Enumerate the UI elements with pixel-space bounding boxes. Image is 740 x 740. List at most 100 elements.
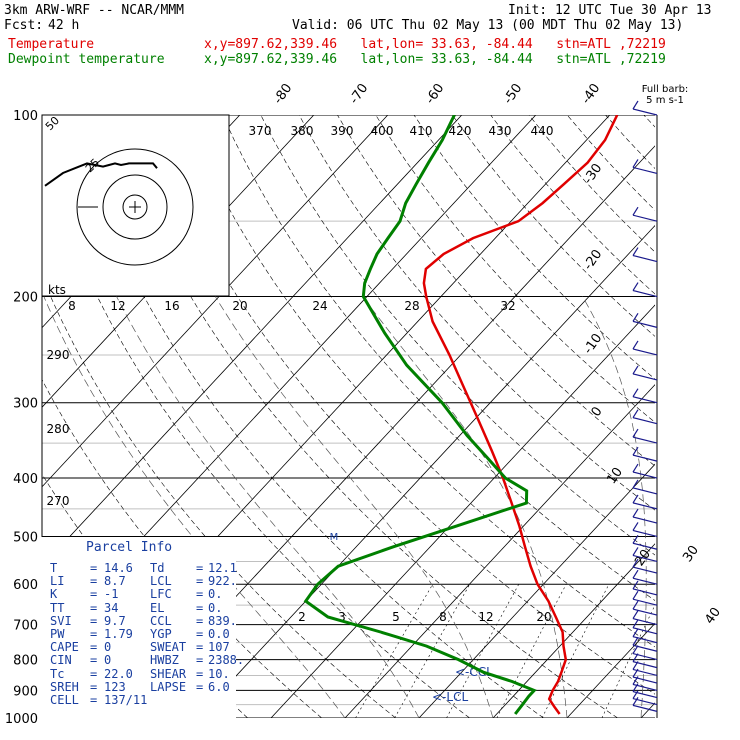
parcel-info-cell: = xyxy=(196,640,211,655)
level-marker: M xyxy=(330,532,339,543)
isotherm xyxy=(640,702,655,718)
forecast-label: Fcst: xyxy=(4,18,44,33)
wind-barb-flag xyxy=(632,569,639,579)
dry-adiabat xyxy=(107,115,618,718)
wind-barb xyxy=(632,577,658,585)
forecast-hour: 42 h xyxy=(48,18,80,33)
parcel-info-cell: 9.7 xyxy=(104,613,126,628)
parcel-info-cell: LI xyxy=(50,574,65,589)
dry-adiabat xyxy=(42,275,396,718)
mixing-ratio-line xyxy=(446,584,520,718)
isobar-label: 800 xyxy=(13,654,38,669)
parcel-info-cell: 922. xyxy=(208,574,237,589)
wind-barb-flag xyxy=(632,697,639,706)
isobar-label: 100 xyxy=(13,109,38,124)
dry-adiabat xyxy=(42,154,470,718)
wind-barb-flag xyxy=(632,580,639,590)
moist-adiabat xyxy=(116,296,420,718)
parcel-info-cell: LCL xyxy=(150,574,172,589)
parcel-info-cell: LAPSE xyxy=(150,679,187,694)
wind-barb xyxy=(632,454,658,462)
parcel-info-cell: = xyxy=(90,679,105,694)
valid-time: Valid: 06 UTC Thu 02 May 13 (00 MDT Thu … xyxy=(292,18,684,33)
lcl-marker: <-LCL xyxy=(432,690,468,704)
theta-label: 410 xyxy=(410,124,433,138)
mixing-ratio-line xyxy=(496,584,567,718)
kt-ring-label: 8 xyxy=(68,299,76,313)
wind-barb xyxy=(632,289,658,298)
wind-barb xyxy=(632,254,658,263)
wind-barb xyxy=(632,214,658,222)
isotherm-label: 0 xyxy=(589,404,606,419)
wind-barb xyxy=(632,166,658,175)
parcel-info-cell: = xyxy=(196,653,211,668)
wind-barb-flag xyxy=(632,428,639,438)
isotherm-label: -60 xyxy=(423,81,447,107)
hodograph-ring xyxy=(102,174,168,240)
wind-barb-flag xyxy=(632,247,639,256)
parcel-info-cell: SWEAT xyxy=(150,640,187,655)
dry-adiabat xyxy=(375,115,655,423)
parcel-info-cell: 12.1 xyxy=(208,561,237,575)
wind-barb xyxy=(632,554,658,563)
dry-adiabat xyxy=(413,115,655,380)
dry-adiabat xyxy=(298,115,655,511)
kt-ring-label: 20 xyxy=(232,299,247,313)
wind-barb-flag xyxy=(632,653,639,662)
wind-barb-flag xyxy=(632,100,639,110)
wind-barb-flag xyxy=(632,690,639,699)
isotherm-label: -20 xyxy=(581,247,605,273)
parcel-info-cell: 34 xyxy=(104,600,119,615)
parcel-info-cell: = xyxy=(196,561,211,575)
dry-adiabat xyxy=(490,115,655,295)
parcel-info-cell: = xyxy=(90,600,105,615)
mixing-ratio-label: 12 xyxy=(478,610,493,624)
wind-barb-flag xyxy=(632,610,639,619)
isobar-label: 900 xyxy=(13,684,38,699)
hodograph-ring xyxy=(76,148,194,266)
wind-barb xyxy=(632,588,658,596)
parcel-info-cell: 123 xyxy=(104,679,126,694)
parcel-info-cell: 107 xyxy=(208,640,230,655)
parcel-info-cell: EL xyxy=(150,600,165,615)
wind-barb-flag xyxy=(632,590,639,600)
wind-barb-flag xyxy=(632,313,639,322)
wind-barb-flag xyxy=(632,668,639,678)
wind-barb xyxy=(632,627,658,635)
mixing-ratio-line xyxy=(394,584,471,718)
wind-barb-flag xyxy=(632,661,639,670)
wind-barb-flag xyxy=(632,676,639,685)
model-title: 3km ARW-WRF -- NCAR/MMM xyxy=(4,3,185,18)
mixing-ratio-label: 20 xyxy=(536,610,551,624)
wind-barb-flag xyxy=(632,479,639,489)
wind-barb-flag xyxy=(632,365,639,375)
wind-barb-flag xyxy=(632,206,639,216)
wind-barb-flag xyxy=(632,340,639,350)
wind-barb-flag xyxy=(632,534,639,544)
wind-barb xyxy=(632,704,658,712)
theta-label: 370 xyxy=(249,124,272,138)
parcel-info-cell: = xyxy=(90,561,105,575)
temperature-legend: Temperature xyxy=(8,37,95,52)
wind-barb-flag xyxy=(632,388,639,398)
isotherm-label: -40 xyxy=(579,81,603,107)
parcel-info-cell: = xyxy=(196,613,211,628)
parcel-info-cell: CELL xyxy=(50,693,79,707)
parcel-info-cell: Tc xyxy=(50,666,65,681)
isobar-label: 700 xyxy=(13,619,38,634)
parcel-info-cell: YGP xyxy=(150,627,172,641)
hodograph-ring xyxy=(122,194,148,220)
isobar-label: 200 xyxy=(13,291,38,306)
parcel-info-cell: 0. xyxy=(208,600,223,615)
parcel-info-cell: = xyxy=(90,613,105,628)
wind-barb xyxy=(632,618,658,626)
isotherm-label: -80 xyxy=(271,81,295,107)
wind-barb-flag xyxy=(632,636,639,646)
theta-label: 440 xyxy=(531,124,554,138)
theta-label: 270 xyxy=(47,494,70,508)
wind-barb xyxy=(632,608,658,616)
wind-barb xyxy=(632,320,658,328)
parcel-info-cell: 0 xyxy=(104,640,112,655)
wind-barb-flag xyxy=(632,522,639,531)
